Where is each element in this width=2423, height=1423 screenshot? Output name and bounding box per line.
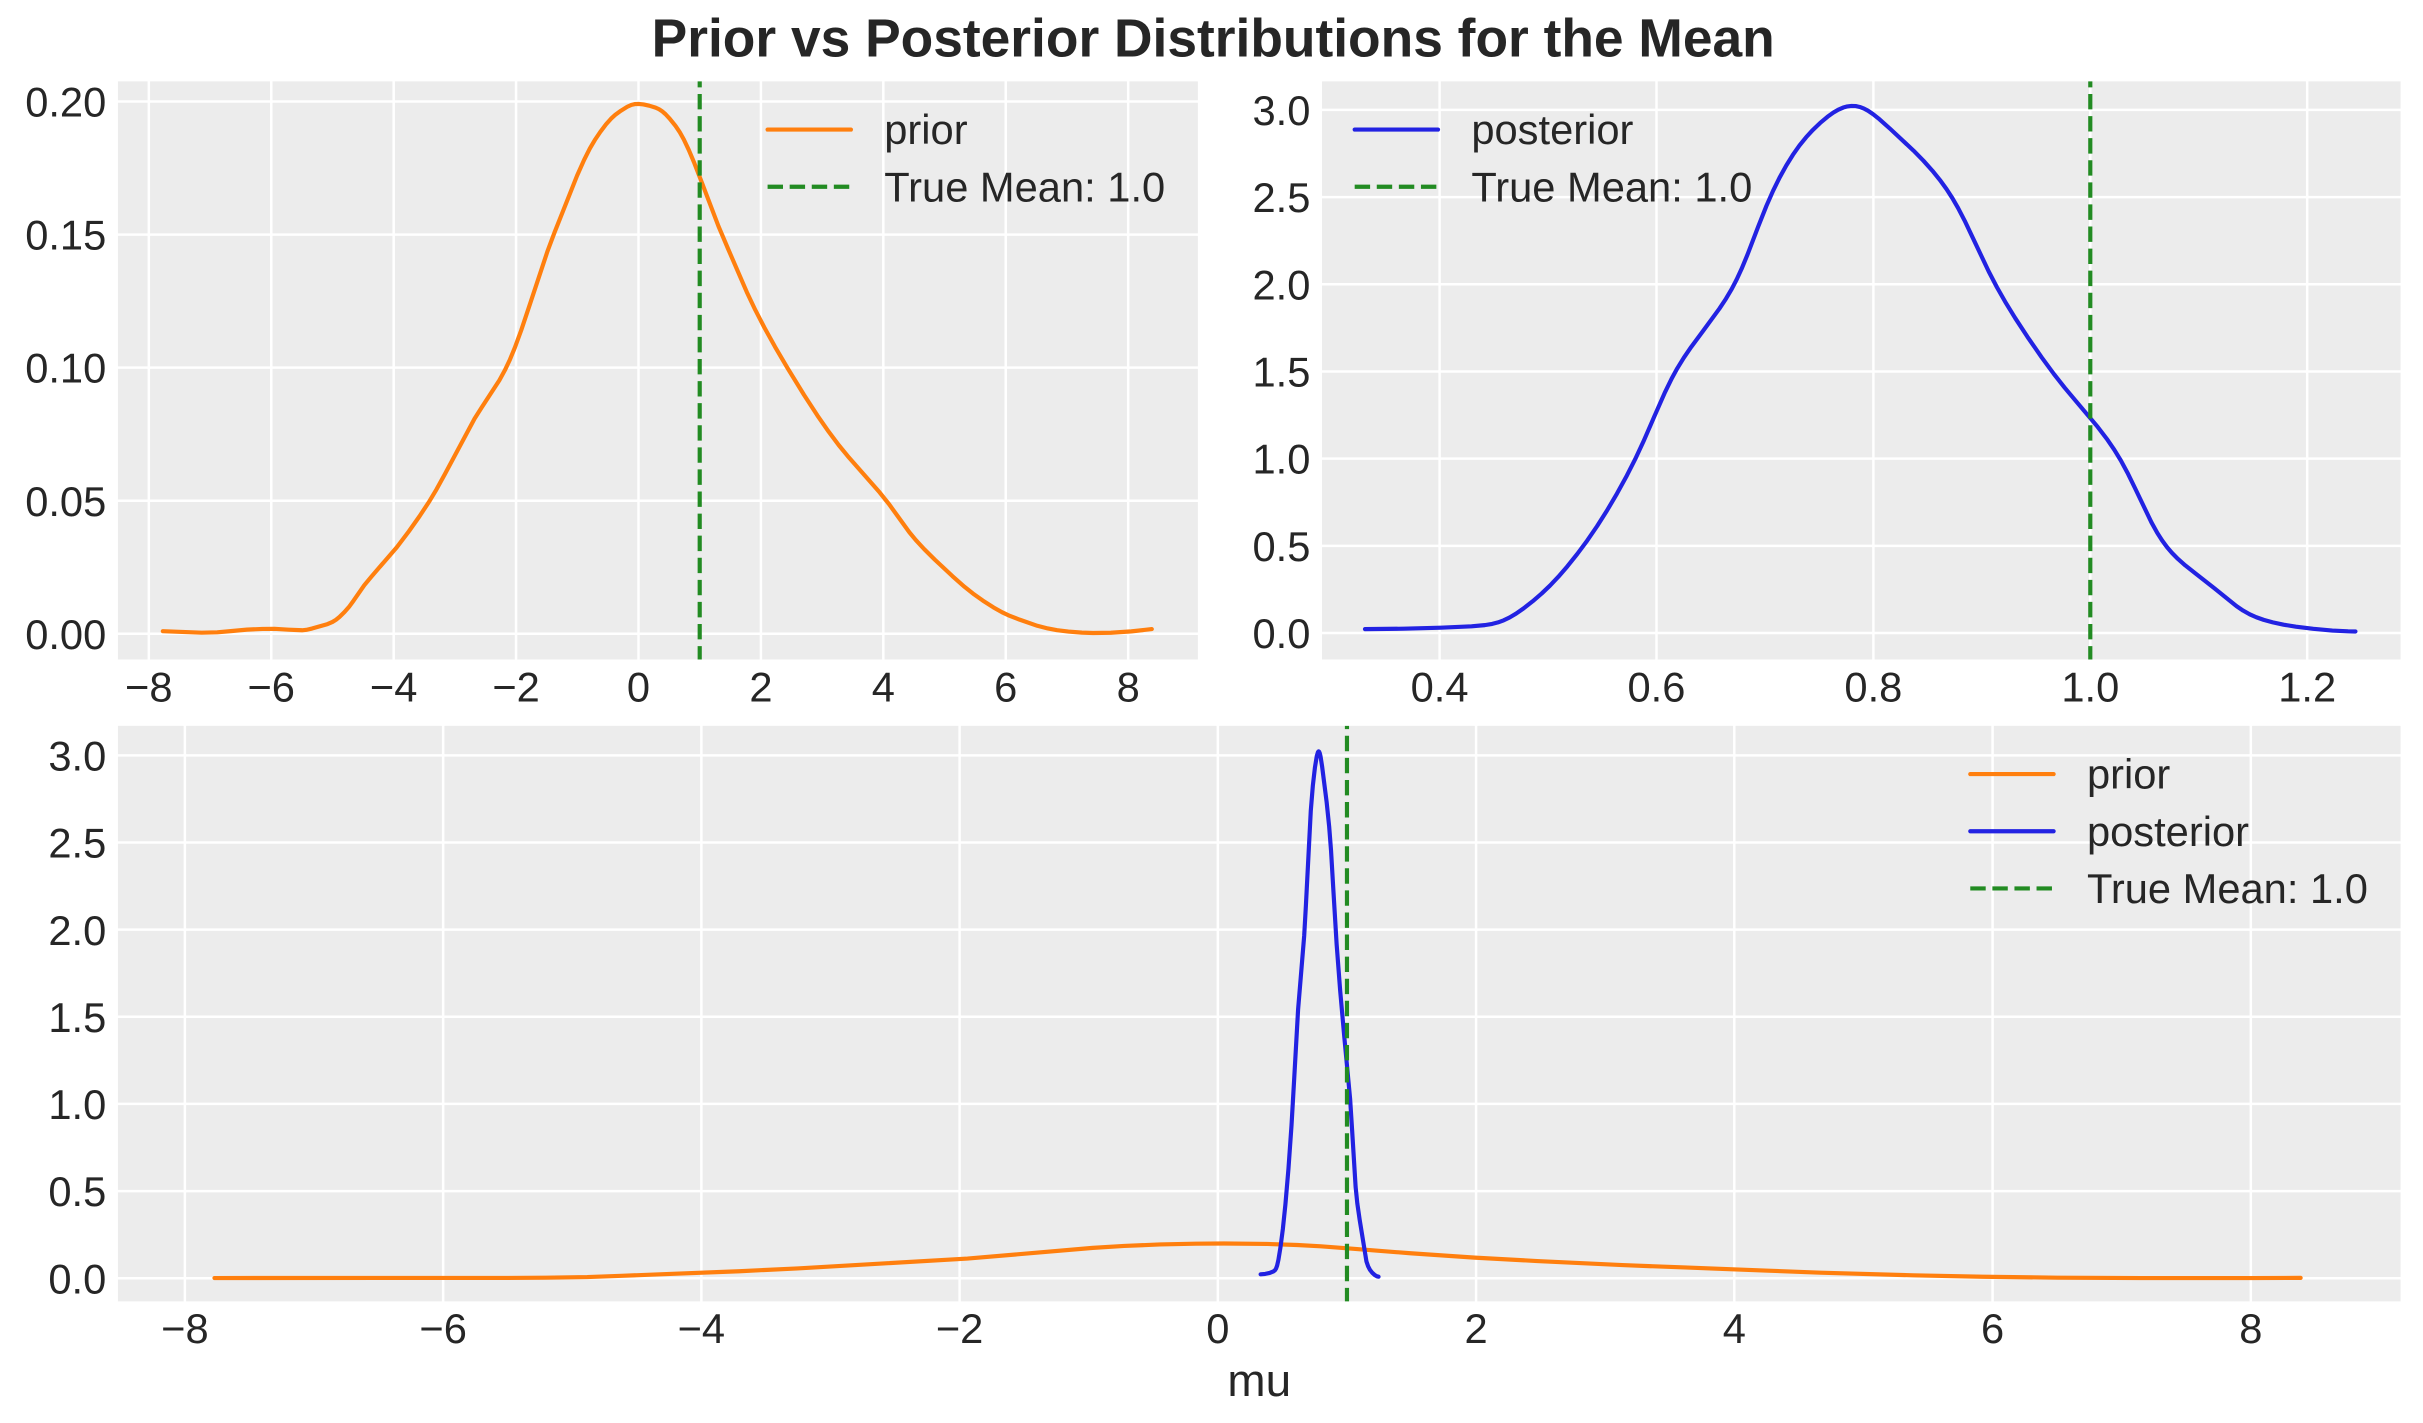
svg-text:2.5: 2.5 — [48, 820, 106, 867]
svg-text:0.8: 0.8 — [1844, 663, 1902, 710]
svg-text:2: 2 — [1465, 1305, 1488, 1352]
svg-text:8: 8 — [1117, 663, 1140, 710]
svg-text:0.0: 0.0 — [1252, 610, 1310, 657]
svg-text:prior: prior — [2087, 751, 2170, 798]
svg-text:1.0: 1.0 — [1252, 436, 1310, 483]
svg-text:−4: −4 — [678, 1305, 726, 1352]
svg-text:2.0: 2.0 — [1252, 261, 1310, 308]
svg-text:0.4: 0.4 — [1411, 663, 1469, 710]
svg-text:0.10: 0.10 — [25, 345, 106, 392]
svg-text:8: 8 — [2239, 1305, 2262, 1352]
svg-text:1.5: 1.5 — [1252, 349, 1310, 396]
svg-text:1.5: 1.5 — [48, 994, 106, 1041]
svg-text:posterior: posterior — [1471, 106, 1633, 153]
svg-text:0.5: 0.5 — [1252, 523, 1310, 570]
svg-text:−4: −4 — [370, 663, 418, 710]
svg-text:2.0: 2.0 — [48, 907, 106, 954]
svg-text:4: 4 — [1723, 1305, 1746, 1352]
svg-text:1.0: 1.0 — [48, 1081, 106, 1128]
svg-text:0.6: 0.6 — [1628, 663, 1686, 710]
svg-text:2: 2 — [749, 663, 772, 710]
svg-text:prior: prior — [884, 106, 967, 153]
svg-text:−2: −2 — [936, 1305, 984, 1352]
svg-text:True Mean: 1.0: True Mean: 1.0 — [884, 163, 1165, 210]
svg-text:0: 0 — [1206, 1305, 1229, 1352]
svg-text:0: 0 — [627, 663, 650, 710]
svg-text:−6: −6 — [419, 1305, 467, 1352]
svg-text:2.5: 2.5 — [1252, 174, 1310, 221]
svg-text:True Mean: 1.0: True Mean: 1.0 — [2087, 865, 2368, 912]
svg-text:0.15: 0.15 — [25, 212, 106, 259]
svg-text:4: 4 — [872, 663, 895, 710]
svg-text:0.0: 0.0 — [48, 1255, 106, 1302]
svg-text:6: 6 — [1981, 1305, 2004, 1352]
svg-text:−6: −6 — [247, 663, 295, 710]
svg-text:−8: −8 — [125, 663, 172, 710]
svg-text:3.0: 3.0 — [48, 732, 106, 779]
svg-text:0.5: 0.5 — [48, 1168, 106, 1215]
svg-text:0.20: 0.20 — [25, 79, 106, 126]
svg-text:3.0: 3.0 — [1252, 87, 1310, 134]
svg-text:posterior: posterior — [2087, 808, 2249, 855]
svg-text:−2: −2 — [492, 663, 540, 710]
svg-text:−8: −8 — [161, 1305, 209, 1352]
svg-text:Prior vs Posterior Distributio: Prior vs Posterior Distributions for the… — [652, 9, 1775, 68]
svg-text:6: 6 — [994, 663, 1017, 710]
svg-text:0.05: 0.05 — [25, 478, 106, 525]
svg-text:1.2: 1.2 — [2278, 663, 2336, 710]
svg-text:1.0: 1.0 — [2061, 663, 2119, 710]
svg-text:0.00: 0.00 — [25, 611, 106, 658]
svg-text:mu: mu — [1227, 1355, 1291, 1406]
svg-text:True Mean: 1.0: True Mean: 1.0 — [1471, 163, 1752, 210]
